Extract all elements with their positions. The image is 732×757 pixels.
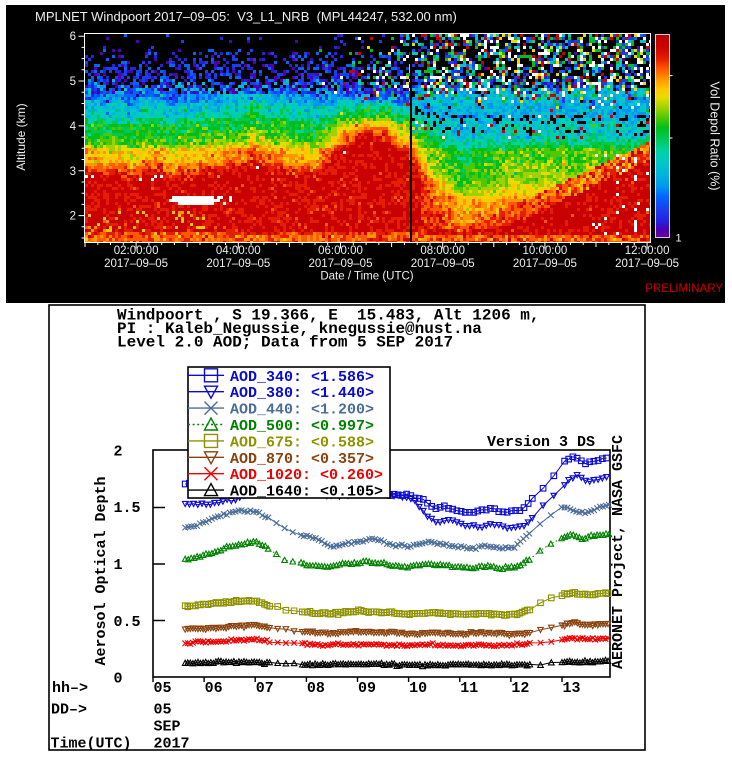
svg-text:MPLNET Windpoort 2017–09–05:: MPLNET Windpoort 2017–09–05: V3_L1_NRB (… [35,9,457,24]
svg-text:SEP: SEP [154,719,181,736]
svg-text:1: 1 [114,557,123,574]
svg-text:2017–09–05: 2017–09–05 [411,258,475,270]
svg-text:AERONET Project, NASA GSFC: AERONET Project, NASA GSFC [610,435,627,669]
svg-text:Time(UTC): Time(UTC) [51,736,132,753]
svg-text:2017–09–05: 2017–09–05 [615,258,679,270]
svg-text:Vol Depol Ratio (%): Vol Depol Ratio (%) [708,81,722,190]
svg-text:6: 6 [70,31,76,43]
svg-text:2017–09–05: 2017–09–05 [309,258,373,270]
svg-text:Aerosol Optical Depth: Aerosol Optical Depth [93,476,110,665]
svg-text:5: 5 [70,76,76,88]
svg-text:06:00:00: 06:00:00 [318,245,363,257]
svg-text:2017: 2017 [154,736,190,753]
svg-text:AOD_1020: <0.260>: AOD_1020: <0.260> [230,467,383,484]
svg-text:2017–09–05: 2017–09–05 [513,258,577,270]
svg-text:AOD_1640: <0.105>: AOD_1640: <0.105> [230,484,383,501]
svg-text:AOD_340: <1.586>: AOD_340: <1.586> [230,369,374,386]
svg-text:12:00:00: 12:00:00 [625,245,670,257]
svg-text:0: 0 [114,671,123,688]
svg-text:AOD_870: <0.357>: AOD_870: <0.357> [230,451,374,468]
svg-text:3: 3 [70,166,76,178]
svg-text:AOD_500: <0.997>: AOD_500: <0.997> [230,418,374,435]
svg-text:06: 06 [205,680,223,697]
svg-text:05: 05 [154,680,172,697]
svg-text:DD–>: DD–> [51,702,87,719]
svg-text:Version 3 DS: Version 3 DS [487,434,595,451]
svg-text:12: 12 [511,680,529,697]
svg-text:05: 05 [154,702,172,719]
svg-text:10:00:00: 10:00:00 [523,245,568,257]
svg-text:AOD_440: <1.200>: AOD_440: <1.200> [230,402,374,419]
svg-text:Windpoort , S 19.366, E 15.48: Windpoort , S 19.366, E 15.483, Alt 1206… [117,307,539,325]
svg-text:2017–09–05: 2017–09–05 [104,258,168,270]
svg-text:07: 07 [256,680,274,697]
svg-text:1: 1 [676,233,682,245]
svg-text:PI : Kaleb_Negussie, knegussie: PI : Kaleb_Negussie, knegussie@nust.na [117,320,482,338]
svg-text:2017–09–05: 2017–09–05 [206,258,270,270]
svg-text:AOD_675: <0.588>: AOD_675: <0.588> [230,434,374,451]
svg-text:4: 4 [70,121,77,133]
svg-text:13: 13 [563,680,581,697]
svg-text:Altitude (km): Altitude (km) [14,103,28,170]
svg-text:08:00:00: 08:00:00 [420,245,465,257]
svg-text:Level 2.0 AOD; Data from 5 SEP: Level 2.0 AOD; Data from 5 SEP 2017 [117,334,453,352]
svg-text:10: 10 [409,680,427,697]
svg-text:2: 2 [114,444,123,461]
svg-text:hh–>: hh–> [52,680,88,697]
svg-text:AOD_380: <1.440>: AOD_380: <1.440> [230,385,374,402]
svg-text:1.5: 1.5 [114,500,141,517]
svg-text:2: 2 [70,211,76,223]
svg-text:09: 09 [358,680,376,697]
svg-text:11: 11 [460,680,478,697]
svg-text:PRELIMINARY: PRELIMINARY [645,283,723,295]
svg-text:0.5: 0.5 [114,614,141,631]
svg-text:Date / Time (UTC): Date / Time (UTC) [320,271,413,283]
svg-text:04:00:00: 04:00:00 [216,245,261,257]
svg-text:02:00:00: 02:00:00 [114,245,159,257]
svg-text:08: 08 [307,680,325,697]
